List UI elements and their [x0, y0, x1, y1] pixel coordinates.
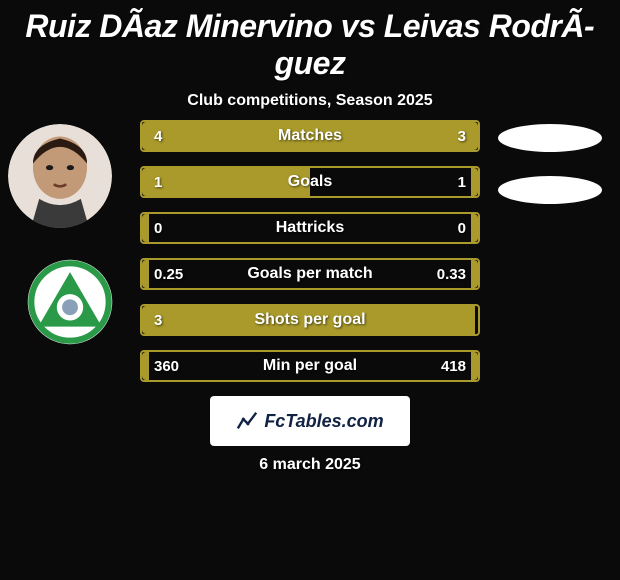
avatar-placeholder-icon: [8, 124, 112, 228]
stat-row: 3Shots per goal: [140, 304, 480, 336]
stat-row: 0.250.33Goals per match: [140, 258, 480, 290]
stat-row: 00Hattricks: [140, 212, 480, 244]
stat-label: Shots per goal: [142, 306, 478, 334]
chart-icon: [236, 410, 258, 432]
player1-avatar: [8, 124, 112, 228]
brand-badge[interactable]: FcTables.com: [210, 396, 410, 446]
stat-label: Goals: [142, 168, 478, 196]
stat-bars: 43Matches 11Goals 00Hattricks 0.250.33Goals…: [140, 120, 480, 396]
player1-club-logo: [18, 258, 122, 346]
stat-label: Min per goal: [142, 352, 478, 380]
stat-label: Hattricks: [142, 214, 478, 242]
stat-row: 11Goals: [140, 166, 480, 198]
subtitle: Club competitions, Season 2025: [0, 92, 620, 110]
stat-label: Goals per match: [142, 260, 478, 288]
player2-avatar: [498, 124, 602, 152]
stat-row: 43Matches: [140, 120, 480, 152]
stat-row: 360418Min per goal: [140, 350, 480, 382]
comparison-card: Ruiz DÃ­az Minervino vs Leivas RodrÃ­gue…: [0, 0, 620, 580]
player2-club-logo: [498, 176, 602, 204]
stat-label: Matches: [142, 122, 478, 150]
club-logo-icon: [18, 258, 122, 346]
date-label: 6 march 2025: [0, 456, 620, 474]
brand-text: FcTables.com: [264, 411, 383, 432]
page-title: Ruiz DÃ­az Minervino vs Leivas RodrÃ­gue…: [0, 0, 620, 82]
